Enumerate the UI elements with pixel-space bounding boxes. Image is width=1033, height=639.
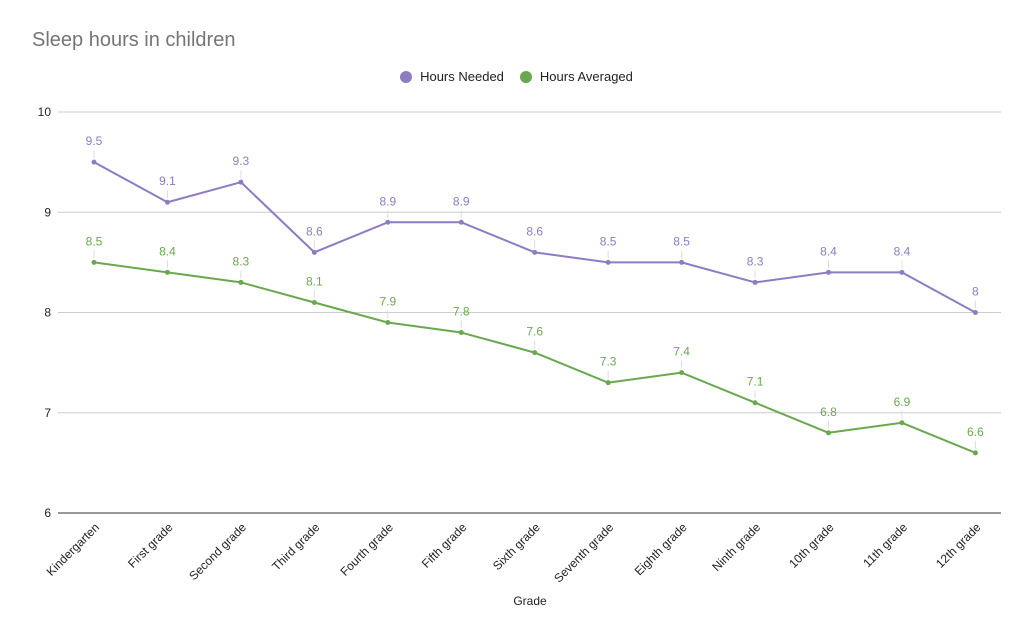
data-point-hours-averaged-7[interactable] — [605, 380, 611, 386]
data-point-hours-needed-2[interactable] — [238, 179, 244, 185]
data-label-hours-averaged-10: 6.8 — [820, 405, 837, 419]
data-point-hours-needed-11[interactable] — [899, 269, 905, 275]
data-point-hours-needed-0[interactable] — [91, 159, 97, 165]
data-point-hours-needed-5[interactable] — [458, 219, 464, 225]
series-layer: 9.59.19.38.68.9 8.98.68.5 8.58.38.4 8.488.5… — [86, 134, 984, 456]
data-point-hours-averaged-12[interactable] — [972, 450, 978, 456]
series-hours-needed: 9.5 9.1 9.3 8.6 8.9 8.9 8.6 8.5 8.5 8.3 8.4 8.4 8 — [86, 134, 979, 315]
data-label-hours-needed-7: 8.5 — [600, 234, 617, 248]
data-label-hours-needed-9: 8.3 — [747, 254, 764, 268]
data-point-hours-averaged-1[interactable] — [164, 269, 170, 275]
data-point-hours-averaged-6[interactable] — [532, 350, 538, 356]
data-point-hours-averaged-3[interactable] — [311, 299, 317, 305]
data-label-hours-averaged-4: 7.9 — [379, 295, 396, 309]
data-label-hours-averaged-6: 7.6 — [526, 325, 543, 339]
data-label-hours-averaged-12: 6.6 — [967, 425, 984, 439]
x-tick-label-10th-grade: 10th grade — [786, 520, 837, 571]
legend: Hours Needed Hours Averaged — [0, 69, 1033, 84]
legend-swatch-hours-averaged — [519, 70, 532, 83]
x-tick-label-fourth-grade: Fourth grade — [337, 520, 396, 579]
data-label-hours-needed-5: 8.9 — [453, 194, 470, 208]
data-label-hours-needed-0: 9.5 — [86, 134, 103, 148]
y-tick-label-9: 9 — [44, 205, 51, 219]
x-tick-label-first-grade: First grade — [125, 520, 176, 571]
x-axis-ticks: Kindergarten First grade Second grade Third… — [44, 520, 984, 585]
data-label-hours-averaged-3: 8.1 — [306, 274, 323, 288]
data-label-hours-needed-6: 8.6 — [526, 224, 543, 238]
y-tick-label-8: 8 — [44, 306, 51, 320]
y-axis-ticks: 6 7 8 9 10 — [38, 105, 52, 520]
series-line-hours-averaged — [93, 261, 976, 454]
data-label-hours-averaged-11: 6.9 — [894, 395, 911, 409]
gridlines — [58, 111, 1001, 514]
series-hours-averaged: 8.5 8.4 8.3 8.1 7.9 7.8 7.6 7.3 7.4 7.1 6.8 6.9 6.6 — [86, 234, 984, 456]
y-tick-label-6: 6 — [44, 506, 51, 520]
data-label-hours-needed-4: 8.9 — [379, 194, 396, 208]
data-point-hours-needed-1[interactable] — [164, 199, 170, 205]
y-tick-label-7: 7 — [44, 406, 51, 420]
data-point-hours-needed-12[interactable] — [972, 310, 978, 315]
legend-item-hours-needed[interactable]: Hours Needed — [400, 69, 504, 84]
y-tick-label-10: 10 — [38, 105, 52, 119]
data-label-hours-averaged-5: 7.8 — [453, 305, 470, 319]
x-tick-label-12th-grade: 12th grade — [933, 520, 984, 571]
x-axis-title: Grade — [513, 594, 547, 608]
chart-title: Sleep hours in children — [32, 29, 236, 51]
data-label-hours-needed-10: 8.4 — [820, 244, 837, 258]
data-label-hours-needed-12: 8 — [972, 285, 979, 299]
legend-item-hours-averaged[interactable]: Hours Averaged — [519, 69, 633, 84]
data-point-hours-averaged-8[interactable] — [679, 370, 685, 376]
data-point-hours-averaged-2[interactable] — [238, 279, 244, 285]
data-point-hours-averaged-10[interactable] — [826, 430, 831, 436]
data-label-hours-averaged-1: 8.4 — [159, 244, 176, 258]
data-label-hours-averaged-0: 8.5 — [86, 234, 103, 248]
data-point-hours-needed-3[interactable] — [311, 249, 317, 255]
x-tick-label-11th-grade: 11th grade — [860, 520, 910, 570]
data-label-hours-needed-8: 8.5 — [673, 234, 690, 248]
data-point-hours-averaged-5[interactable] — [458, 330, 464, 336]
data-point-hours-needed-10[interactable] — [826, 269, 831, 275]
data-point-hours-needed-4[interactable] — [385, 219, 391, 225]
data-point-hours-needed-7[interactable] — [605, 259, 611, 265]
data-label-hours-needed-3: 8.6 — [306, 224, 323, 238]
x-tick-label-second-grade: Second grade — [186, 520, 249, 583]
legend-swatch-hours-needed — [400, 70, 413, 83]
data-label-hours-needed-1: 9.1 — [159, 174, 176, 188]
data-point-hours-needed-8[interactable] — [679, 259, 685, 265]
data-point-hours-averaged-4[interactable] — [385, 320, 391, 326]
x-tick-label-fifth-grade: Fifth grade — [419, 520, 470, 571]
data-label-hours-averaged-2: 8.3 — [233, 254, 250, 268]
data-point-hours-needed-6[interactable] — [532, 249, 538, 255]
data-label-hours-averaged-7: 7.3 — [600, 355, 617, 369]
data-point-hours-needed-9[interactable] — [752, 279, 758, 285]
x-tick-label-sixth-grade: Sixth grade — [490, 520, 543, 573]
data-point-hours-averaged-9[interactable] — [752, 400, 758, 406]
legend-label-hours-needed: Hours Needed — [420, 69, 504, 84]
legend-label-hours-averaged: Hours Averaged — [539, 69, 633, 84]
x-tick-label-third-grade: Third grade — [269, 520, 323, 574]
x-tick-label-eighth-grade: Eighth grade — [632, 520, 690, 578]
data-label-hours-needed-2: 9.3 — [233, 154, 250, 168]
data-label-hours-averaged-9: 7.1 — [747, 375, 764, 389]
x-tick-label-ninth-grade: Ninth grade — [709, 520, 763, 574]
data-point-hours-averaged-0[interactable] — [91, 259, 97, 265]
x-tick-label-kindergarten: Kindergarten — [44, 520, 102, 578]
x-tick-label-seventh-grade: Seventh grade — [551, 520, 616, 585]
data-label-hours-needed-11: 8.4 — [894, 244, 911, 258]
data-point-hours-averaged-11[interactable] — [899, 420, 905, 426]
data-label-hours-averaged-8: 7.4 — [673, 345, 690, 359]
